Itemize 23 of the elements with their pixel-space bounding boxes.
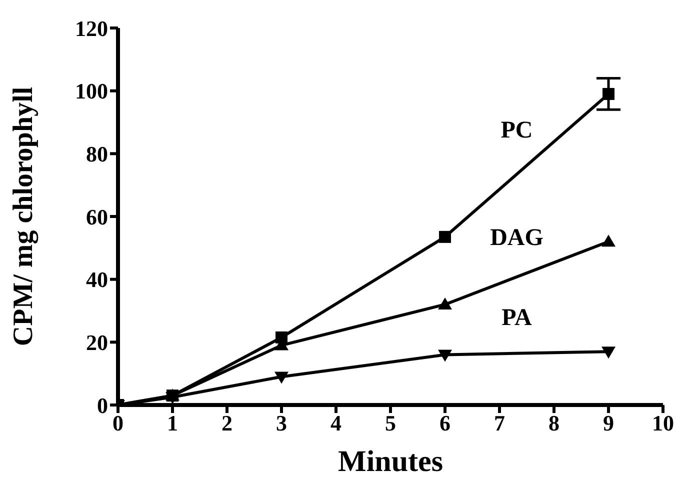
x-tick-label: 3 — [276, 410, 287, 436]
y-tick-label: 100 — [75, 78, 108, 104]
y-tick-label: 60 — [86, 204, 108, 230]
x-tick-label: 10 — [652, 410, 674, 436]
x-tick-label: 4 — [330, 410, 342, 436]
y-tick-label: 80 — [86, 141, 108, 166]
series-label: PA — [502, 305, 533, 332]
y-tick-label: 20 — [86, 330, 108, 355]
y-axis-title: CPM/ mg chlorophyll — [8, 86, 39, 346]
series-label: PC — [500, 117, 533, 144]
series-label: DAG — [490, 225, 544, 252]
x-axis-title: Minutes — [338, 445, 443, 478]
x-tick-label: 1 — [167, 410, 178, 436]
x-tick-label: 5 — [385, 410, 396, 436]
x-tick-label: 2 — [222, 410, 232, 436]
x-tick-label: 8 — [548, 410, 560, 436]
x-tick-label: 9 — [603, 410, 614, 436]
x-tick-label: 0 — [112, 410, 124, 436]
y-tick-label: 0 — [97, 392, 108, 418]
y-tick-label: 40 — [86, 267, 108, 292]
x-tick-label: 7 — [494, 410, 505, 436]
x-tick-label: 6 — [440, 410, 450, 436]
y-tick-label: 120 — [75, 16, 108, 41]
